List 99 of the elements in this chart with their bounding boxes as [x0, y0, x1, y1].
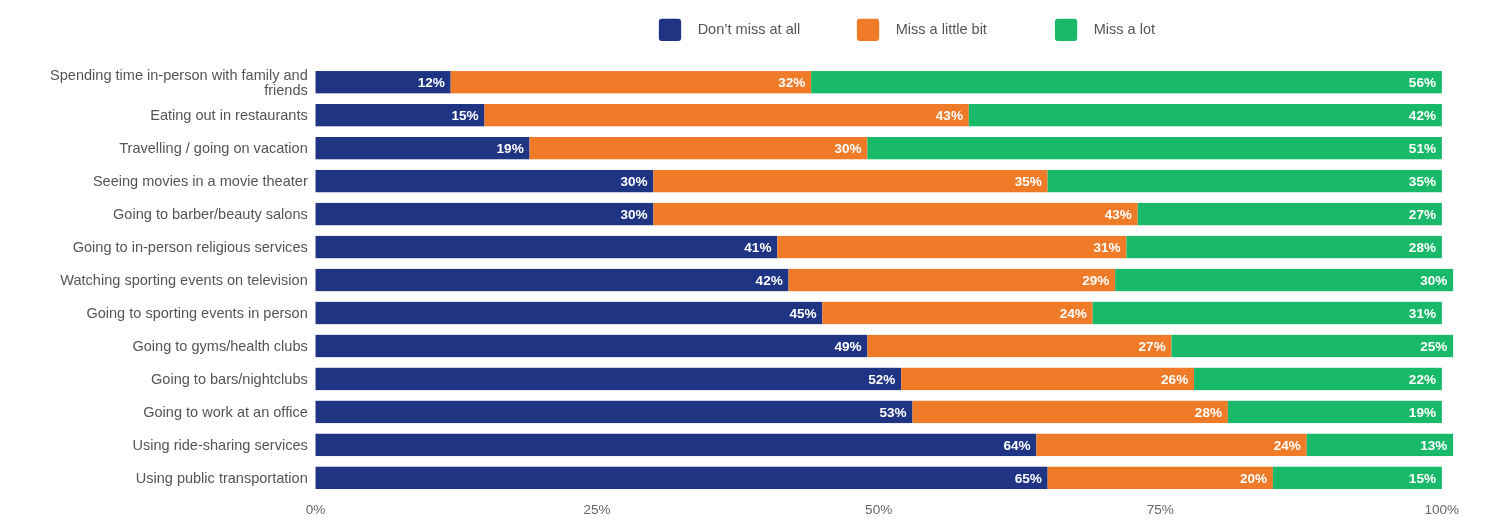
y-tick-label: Going to sporting events in person — [86, 305, 308, 322]
data-label: 31% — [1408, 305, 1437, 321]
bar — [450, 71, 812, 94]
data-label: 43% — [1104, 206, 1132, 222]
bar — [315, 235, 778, 259]
data-label: 29% — [1082, 272, 1110, 288]
data-label: 19% — [496, 140, 524, 156]
bar — [912, 400, 1228, 424]
bar — [1036, 433, 1307, 457]
data-label: 30% — [620, 173, 648, 189]
bar — [315, 367, 902, 391]
legend-label: Don’t miss at all — [697, 21, 801, 38]
bar — [1115, 268, 1454, 292]
bar — [529, 136, 868, 160]
y-tick-label: Using ride-sharing services — [132, 436, 308, 453]
bar — [315, 466, 1048, 490]
data-label: 15% — [451, 107, 479, 123]
bar — [484, 104, 969, 127]
x-tick-label: 0% — [305, 502, 326, 518]
data-label: 43% — [935, 107, 963, 123]
bar — [822, 301, 1093, 325]
y-tick-label: Going to work at an office — [143, 404, 308, 421]
bar — [901, 367, 1195, 391]
legend-label: Miss a little bit — [895, 21, 987, 38]
bar — [1194, 367, 1442, 391]
data-label: 32% — [778, 74, 806, 90]
bar — [1126, 235, 1442, 259]
data-label: 20% — [1239, 470, 1268, 486]
data-label: 28% — [1408, 239, 1437, 255]
bar — [867, 334, 1172, 358]
bar — [1306, 433, 1454, 457]
data-label: 42% — [755, 272, 783, 288]
bar — [968, 104, 1442, 127]
data-label: 35% — [1408, 173, 1437, 189]
data-label: 65% — [1014, 470, 1042, 486]
data-label: 42% — [1408, 107, 1437, 123]
data-label: 15% — [1408, 470, 1437, 486]
bar — [811, 71, 1442, 94]
bar — [653, 202, 1138, 226]
data-label: 52% — [868, 371, 896, 387]
y-tick-label: Going to bars/nightclubs — [151, 371, 308, 388]
bar — [315, 71, 451, 94]
bar — [315, 104, 485, 127]
x-tick-label: 100% — [1424, 502, 1460, 518]
x-tick-label: 75% — [1146, 502, 1174, 518]
bar — [315, 136, 530, 160]
data-label: 25% — [1420, 338, 1448, 354]
bar — [315, 334, 868, 358]
data-label: 27% — [1408, 206, 1437, 222]
y-tick-label: Going to gyms/health clubs — [132, 338, 308, 355]
data-label: 26% — [1161, 371, 1189, 387]
bar — [653, 169, 1048, 193]
bar — [1137, 202, 1442, 226]
y-tick-label: Watching sporting events on television — [60, 272, 308, 289]
data-label: 13% — [1420, 437, 1448, 453]
data-label: 30% — [620, 206, 648, 222]
data-label: 27% — [1138, 338, 1166, 354]
y-tick-label: Travelling / going on vacation — [119, 140, 308, 157]
bar — [315, 268, 789, 292]
data-label: 41% — [744, 239, 772, 255]
y-tick-label: Using public transportation — [135, 469, 308, 486]
bar — [315, 202, 654, 226]
data-label: 22% — [1408, 371, 1437, 387]
bar — [788, 268, 1116, 292]
data-label: 19% — [1408, 404, 1437, 420]
y-tick-label: Seeing movies in a movie theater — [92, 173, 308, 190]
bar — [315, 169, 654, 193]
bar — [1047, 169, 1442, 193]
bar — [315, 400, 913, 424]
bar — [1272, 466, 1442, 490]
bar — [1227, 400, 1442, 424]
data-label: 35% — [1014, 173, 1042, 189]
y-tick-label: Eating out in restaurants — [150, 107, 308, 124]
y-tick-label: Going to in-person religious services — [72, 239, 308, 256]
data-label: 31% — [1093, 239, 1121, 255]
bar — [777, 235, 1127, 259]
data-label: 56% — [1408, 74, 1437, 90]
data-label: 12% — [417, 74, 445, 90]
data-label: 51% — [1408, 140, 1437, 156]
data-label: 64% — [1003, 437, 1031, 453]
x-tick-label: 50% — [865, 502, 893, 518]
data-label: 49% — [834, 338, 862, 354]
bar — [315, 433, 1037, 457]
bar — [1171, 334, 1454, 358]
y-tick-label: Spending time in-person with family and friends — [50, 66, 308, 99]
data-label: 45% — [789, 305, 817, 321]
data-label: 53% — [879, 404, 907, 420]
data-label: 28% — [1194, 404, 1223, 420]
legend-label: Miss a lot — [1093, 21, 1156, 38]
data-label: 24% — [1273, 437, 1301, 453]
bar — [1092, 301, 1442, 325]
bar — [315, 301, 823, 325]
data-label: 24% — [1059, 305, 1087, 321]
x-tick-label: 25% — [583, 502, 611, 518]
bar — [1047, 466, 1273, 490]
data-label: 30% — [834, 140, 862, 156]
data-label: 30% — [1420, 272, 1448, 288]
y-tick-label: Going to barber/beauty salons — [113, 206, 308, 223]
bar — [867, 136, 1442, 160]
